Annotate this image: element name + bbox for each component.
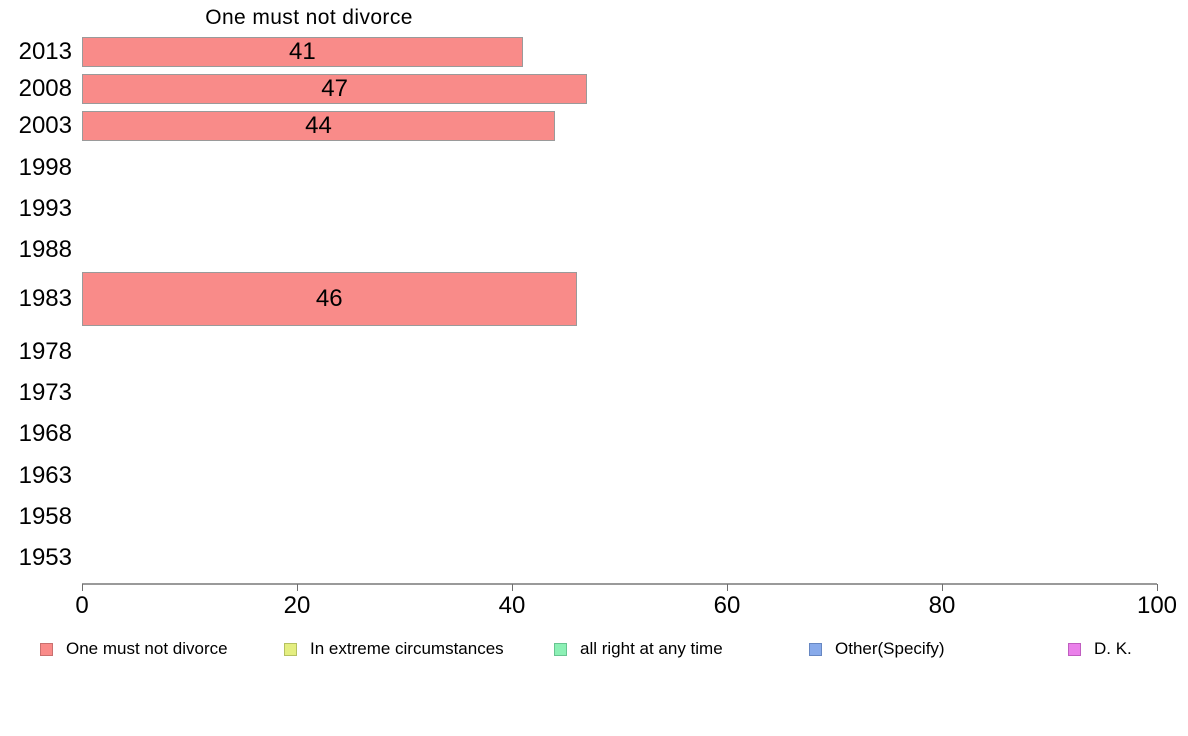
legend-label: In extreme circumstances	[310, 639, 504, 658]
x-tick-mark	[1157, 584, 1158, 591]
y-axis-label: 1963	[18, 462, 72, 489]
legend-swatch	[554, 642, 567, 656]
legend-swatch	[809, 642, 822, 656]
legend-label: D. K.	[1094, 639, 1132, 658]
legend-swatch	[40, 642, 53, 656]
chart-title: One must not divorce	[205, 6, 413, 29]
y-axis-label: 2003	[18, 112, 72, 139]
y-axis-label: 1973	[18, 379, 72, 406]
y-axis-label: 1953	[18, 544, 72, 571]
legend-item: One must not divorce	[40, 639, 228, 659]
y-axis-label: 1993	[18, 195, 72, 222]
y-axis-label: 2013	[18, 38, 72, 65]
y-axis-label: 2008	[18, 75, 72, 102]
bar: 46	[82, 272, 577, 326]
x-tick-mark	[512, 584, 513, 591]
x-tick-mark	[82, 584, 83, 591]
x-tick-label: 20	[283, 592, 311, 619]
x-tick-label: 60	[713, 592, 741, 619]
y-axis-label: 1958	[18, 503, 72, 530]
legend-item: In extreme circumstances	[284, 639, 504, 659]
y-axis-label: 1983	[18, 285, 72, 312]
x-tick-label: 0	[75, 592, 89, 619]
legend-item: D. K.	[1068, 639, 1132, 659]
x-tick-mark	[727, 584, 728, 591]
x-tick-mark	[942, 584, 943, 591]
legend-swatch	[284, 642, 297, 656]
legend-swatch	[1068, 642, 1081, 656]
y-axis-label: 1978	[18, 338, 72, 365]
y-axis-label: 1998	[18, 154, 72, 181]
legend-item: all right at any time	[554, 639, 723, 659]
x-tick-label: 100	[1136, 592, 1178, 619]
legend-label: One must not divorce	[66, 639, 228, 658]
x-tick-mark	[297, 584, 298, 591]
legend-item: Other(Specify)	[809, 639, 945, 659]
bar-value-label: 47	[321, 75, 348, 102]
x-tick-label: 40	[498, 592, 526, 619]
bar: 44	[82, 111, 555, 141]
legend-label: all right at any time	[580, 639, 723, 658]
x-tick-label: 80	[928, 592, 956, 619]
bar-value-label: 46	[315, 285, 343, 312]
legend-label: Other(Specify)	[835, 639, 945, 658]
y-axis-label: 1988	[18, 236, 72, 263]
y-axis-label: 1968	[18, 420, 72, 447]
bar-value-label: 41	[289, 38, 316, 65]
bar-value-label: 44	[305, 112, 332, 139]
bar: 47	[82, 74, 588, 104]
bar: 41	[82, 37, 523, 67]
x-axis-line	[82, 583, 1157, 585]
